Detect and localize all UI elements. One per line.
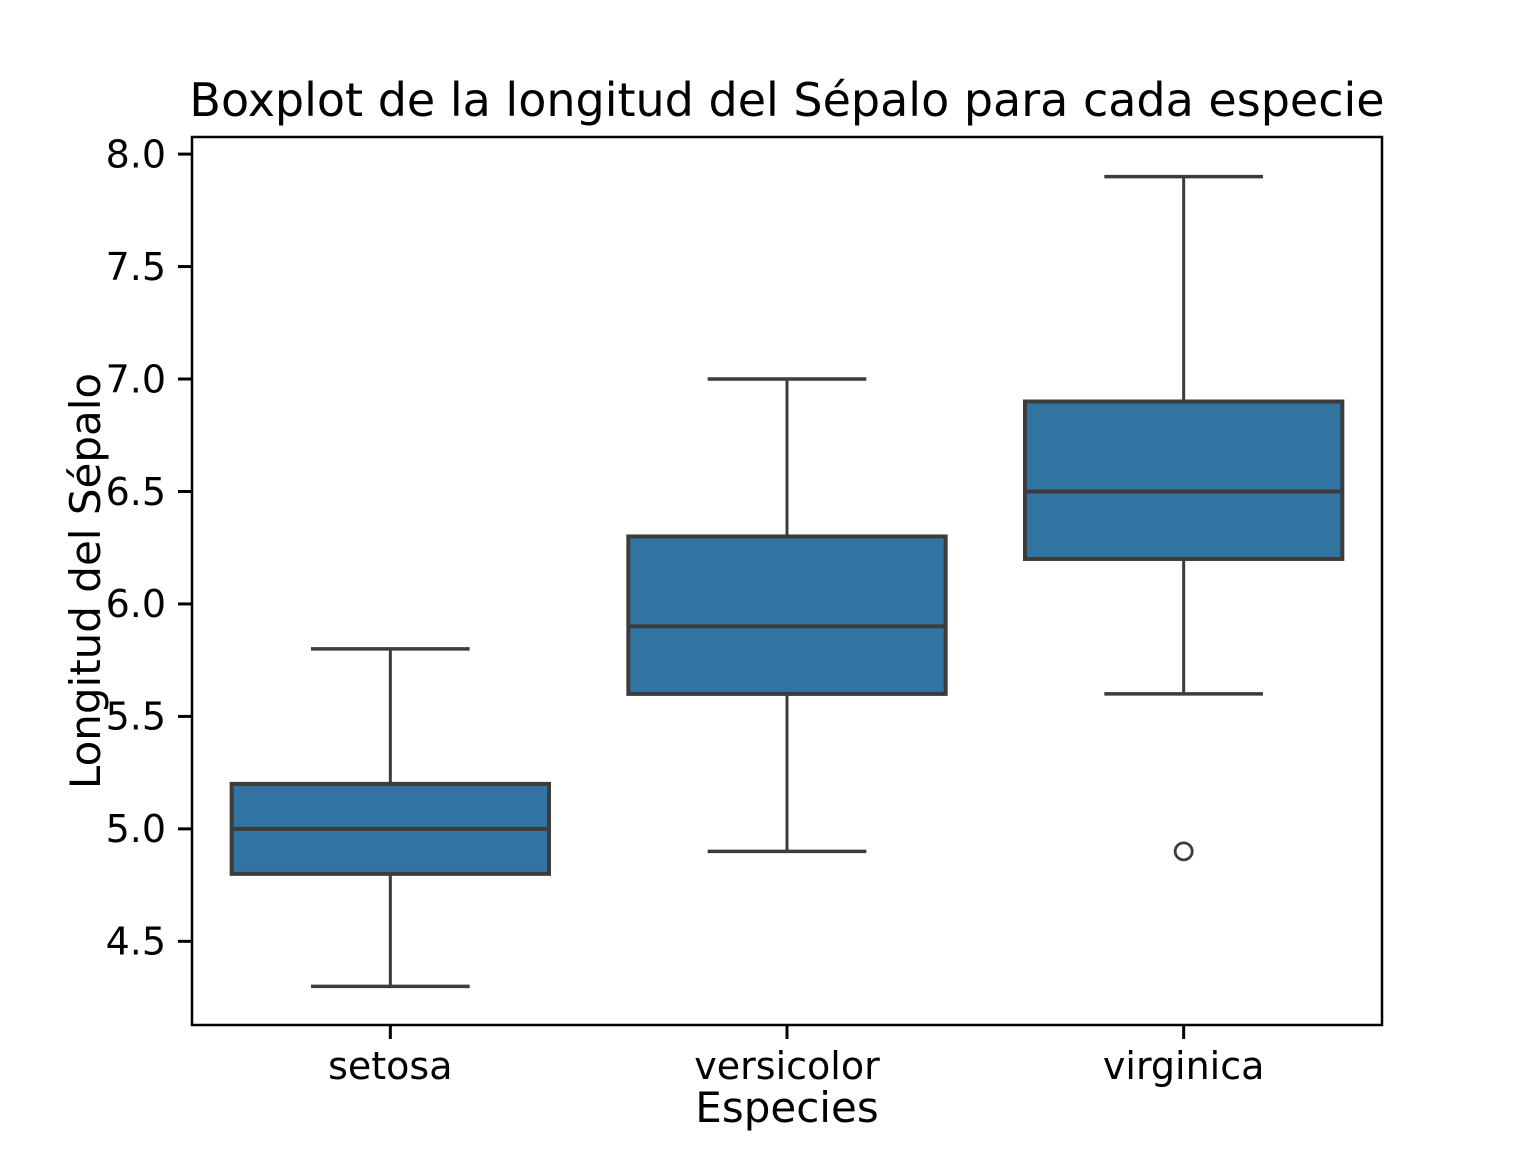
data-layer <box>229 174 1345 989</box>
y-tick-label: 6.5 <box>106 470 166 514</box>
x-tick-label-versicolor: versicolor <box>694 1044 880 1088</box>
box-group-versicolor <box>626 377 948 854</box>
y-tick-label: 7.0 <box>106 357 166 401</box>
y-tick-label: 8.0 <box>106 132 166 176</box>
y-tick-label: 4.5 <box>106 920 166 964</box>
y-tick-label: 5.5 <box>106 695 166 739</box>
x-axis-label: Especies <box>695 1083 878 1132</box>
box-virginica <box>1023 399 1345 561</box>
plot-area-border <box>190 135 1384 1027</box>
axes-layer: 4.5 5.0 5.5 6.0 6.5 7.0 7.5 8.0 setosa versicolor… <box>106 132 1265 1088</box>
x-tick-label-virginica: virginica <box>1103 1044 1265 1088</box>
box-versicolor <box>626 534 948 696</box>
box-group-virginica <box>1023 174 1345 862</box>
y-tick-label: 6.0 <box>106 582 166 626</box>
y-axis-label: Longitud del Sépalo <box>61 373 110 789</box>
chart-title: Boxplot de la longitud del Sépalo para c… <box>189 73 1384 127</box>
y-tick-label: 7.5 <box>106 245 166 289</box>
outlier-point-virginica <box>1173 841 1194 862</box>
y-tick-label: 5.0 <box>106 807 166 851</box>
x-tick-label-setosa: setosa <box>328 1044 452 1088</box>
box-group-setosa <box>229 647 552 989</box>
